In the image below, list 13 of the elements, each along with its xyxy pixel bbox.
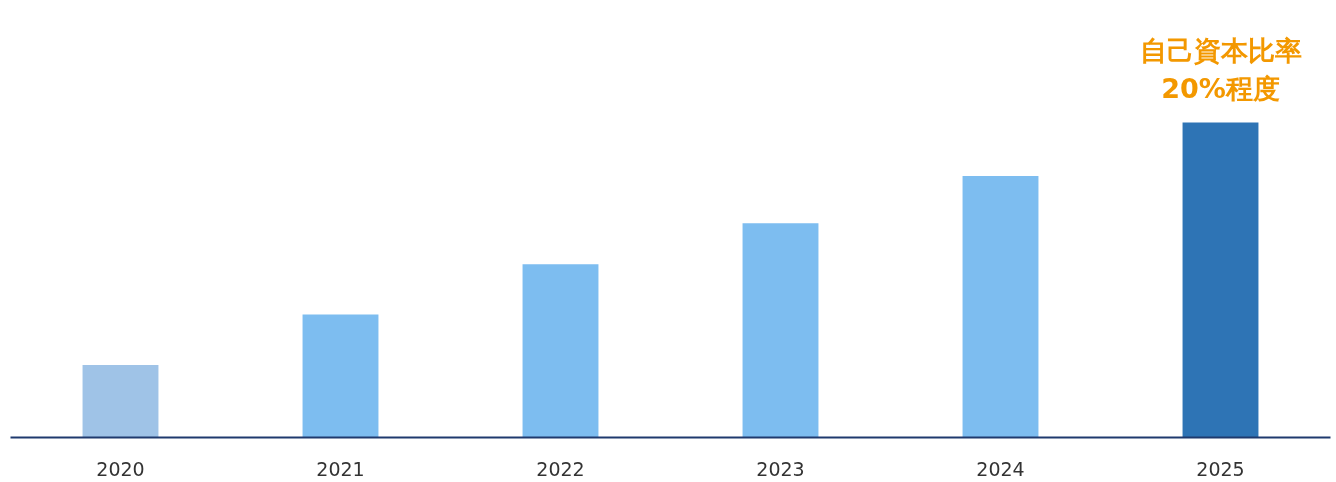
x-tick-label: 2025 — [1196, 457, 1245, 480]
x-tick-label: 2023 — [756, 457, 805, 480]
annotation: 自己資本比率 20%程度 — [1139, 34, 1302, 105]
x-tick-label: 2024 — [976, 457, 1025, 480]
bar — [962, 175, 1039, 438]
x-tick-label: 2021 — [316, 457, 365, 480]
bar — [522, 264, 599, 438]
bar — [302, 314, 379, 438]
x-tick-label: 2022 — [536, 457, 585, 480]
bar — [82, 365, 159, 438]
bar — [1182, 122, 1259, 438]
x-tick-label: 2020 — [96, 457, 145, 480]
bar — [742, 223, 819, 438]
